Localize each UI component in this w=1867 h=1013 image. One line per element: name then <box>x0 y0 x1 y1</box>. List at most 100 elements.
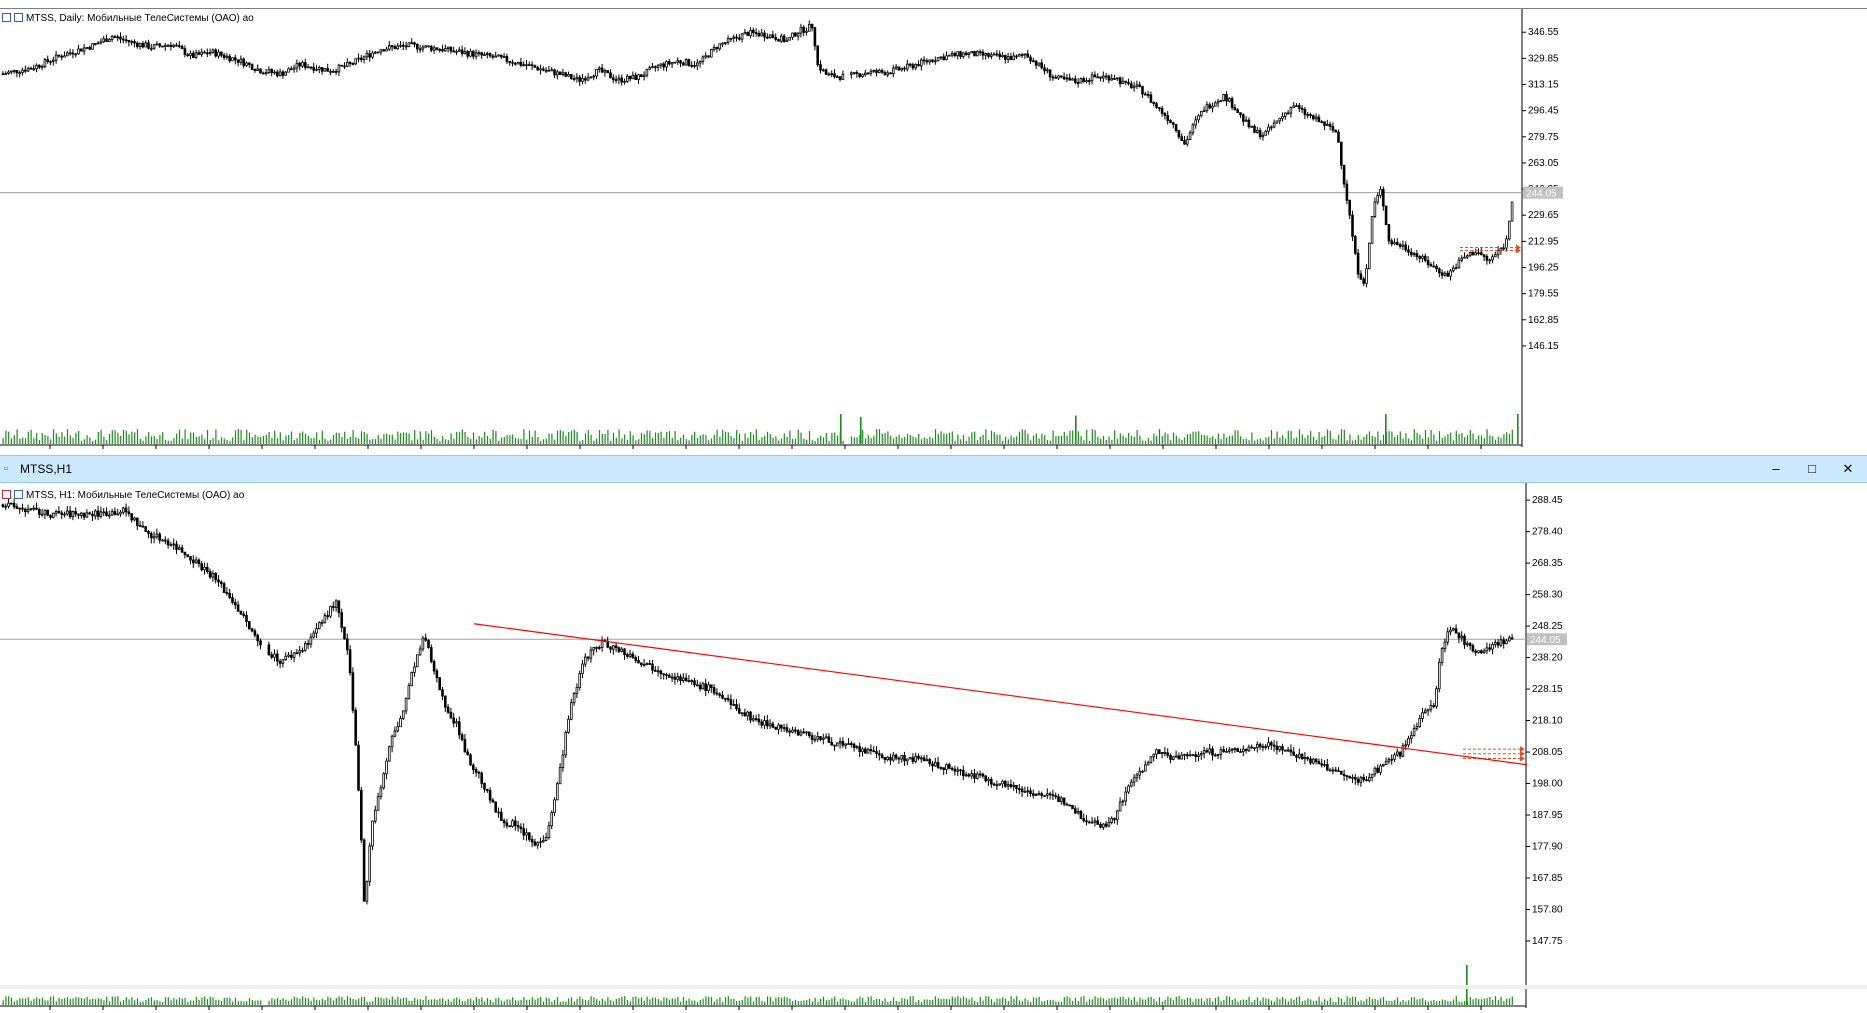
volume-bar <box>993 432 995 444</box>
volume-bar <box>937 998 939 1005</box>
candle <box>119 510 122 517</box>
volume-bar <box>274 999 276 1005</box>
candle <box>1012 781 1015 791</box>
candle <box>1163 747 1167 757</box>
volume-bar <box>400 433 402 444</box>
volume-bar <box>940 999 942 1005</box>
candle <box>1446 270 1450 277</box>
volume-bar <box>1416 999 1418 1005</box>
candle <box>1239 112 1242 119</box>
volume-bar <box>769 434 771 444</box>
candle <box>533 838 537 847</box>
candle <box>774 726 777 730</box>
volume-bar <box>489 999 491 1005</box>
maximize-icon[interactable]: □ <box>1808 461 1816 476</box>
candle <box>1102 823 1105 830</box>
candle <box>1421 707 1424 723</box>
volume-bar <box>2 1000 4 1005</box>
volume-bar <box>845 999 847 1005</box>
volume-bar <box>139 1001 141 1005</box>
candle <box>819 60 822 74</box>
volume-bar <box>1102 436 1105 444</box>
volume-bar <box>36 433 38 444</box>
candle <box>704 52 707 60</box>
candle <box>113 507 117 516</box>
volume-bar <box>722 1001 724 1005</box>
volume-bar <box>13 1001 15 1005</box>
volume-bar <box>444 439 447 444</box>
candle <box>897 756 901 764</box>
volume-bar <box>117 432 119 444</box>
volume-bar <box>584 433 587 444</box>
volume-bar <box>643 1000 645 1005</box>
candle <box>1034 792 1038 797</box>
candle <box>715 46 719 53</box>
volume-bar <box>901 998 903 1005</box>
volume-bar <box>136 429 139 444</box>
candle <box>49 514 52 520</box>
candle <box>1449 269 1452 281</box>
candle <box>1317 758 1321 765</box>
volume-bar <box>1125 999 1127 1005</box>
price-tick-label: 263.05 <box>1528 158 1559 169</box>
chart-indicator-icon[interactable] <box>14 13 23 22</box>
volume-bar <box>537 998 539 1005</box>
volume-bar <box>330 997 332 1005</box>
volume-bar <box>694 1000 696 1005</box>
volume-bar <box>1405 1001 1407 1005</box>
candle <box>1186 135 1189 147</box>
daily-chart-pane[interactable]: MTSS, Daily: Мобильные ТелеСистемы (ОАО)… <box>0 8 1867 451</box>
candle <box>539 64 542 75</box>
h1-window-titlebar[interactable]: ▫ MTSS,H1 – □ ✕ <box>0 455 1867 483</box>
candle <box>1314 758 1318 765</box>
volume-bar <box>22 437 24 444</box>
chart-list-icon[interactable] <box>2 13 11 22</box>
volume-bar <box>1312 436 1315 444</box>
candle <box>1202 106 1206 113</box>
candle <box>147 39 150 50</box>
candle <box>413 662 416 677</box>
volume-bar <box>254 1000 256 1005</box>
chart-list-icon[interactable] <box>2 490 11 499</box>
candle <box>995 780 999 790</box>
volume-bar <box>1052 430 1054 444</box>
volume-bar <box>892 997 895 1005</box>
volume-bar <box>562 1001 564 1005</box>
candle <box>429 45 433 53</box>
candle <box>1424 707 1427 714</box>
candle <box>1152 753 1156 762</box>
trendline[interactable] <box>473 623 1528 766</box>
candle <box>1214 753 1217 757</box>
candle <box>844 743 847 750</box>
volume-bar <box>1080 996 1082 1005</box>
volume-bar <box>1088 999 1091 1005</box>
candle <box>320 619 324 627</box>
candle <box>1230 748 1234 754</box>
volume-bar <box>220 1001 223 1005</box>
candle <box>950 766 954 772</box>
volume-bar <box>1480 999 1483 1005</box>
chart-indicator-icon[interactable] <box>14 490 23 499</box>
volume-bar <box>131 997 133 1005</box>
h1-chart-window[interactable]: ▫ MTSS,H1 – □ ✕ MTSS, H1: Мобильные Теле… <box>0 455 1867 1010</box>
volume-bar <box>190 1000 192 1005</box>
candle <box>768 719 772 729</box>
candle <box>1194 751 1198 763</box>
candle <box>869 68 873 77</box>
candle <box>1155 748 1158 759</box>
candle <box>94 509 97 520</box>
volume-bar <box>612 1001 615 1005</box>
volume-bar <box>640 432 643 444</box>
volume-bar <box>593 440 595 444</box>
candle <box>1398 242 1402 249</box>
candle <box>175 540 178 554</box>
candle <box>936 756 940 770</box>
volume-bar <box>1458 1001 1460 1005</box>
volume-bar <box>999 434 1001 444</box>
minimize-icon[interactable]: – <box>1772 461 1780 476</box>
daily-candlestick-chart[interactable]: 346.55329.85313.15296.45279.75263.05246.… <box>0 9 1867 451</box>
h1-candlestick-chart[interactable]: 288.45278.40268.35258.30248.25238.20228.… <box>0 483 1867 1013</box>
volume-bar <box>1413 429 1415 444</box>
close-icon[interactable]: ✕ <box>1842 461 1854 476</box>
candle <box>1477 248 1480 256</box>
